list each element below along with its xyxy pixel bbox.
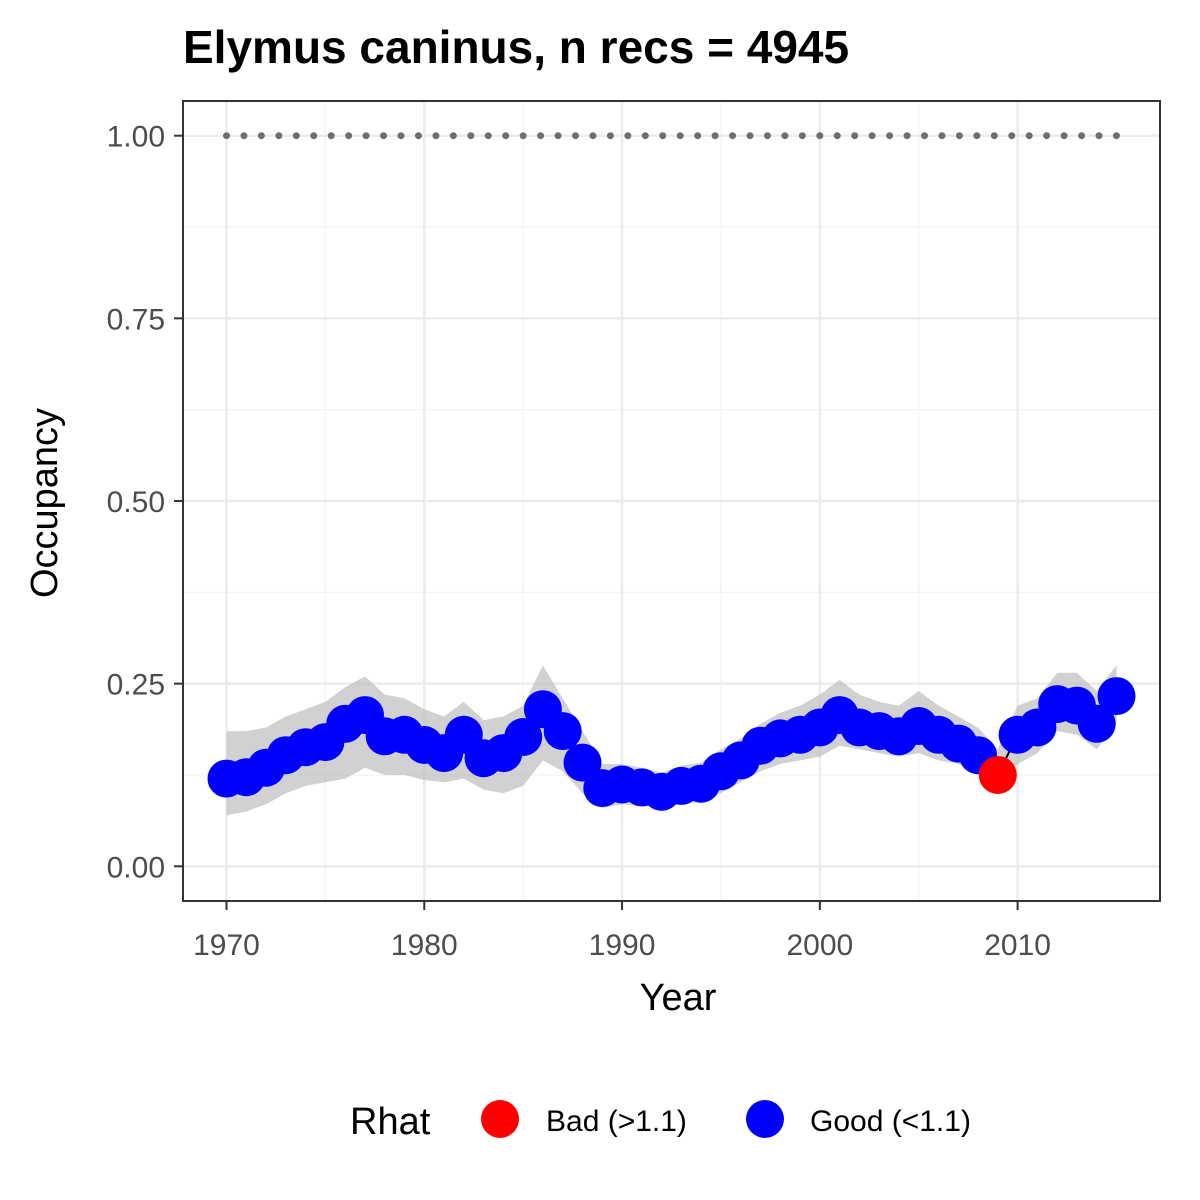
data-point-good <box>1077 704 1116 743</box>
data-point-good <box>504 718 543 756</box>
confidence-ribbon <box>226 665 1117 816</box>
data-point-bad <box>978 756 1017 794</box>
x-tick-label: 2000 <box>786 929 853 962</box>
confidence-ribbon-layer <box>226 665 1117 816</box>
legend-key-good <box>746 1100 784 1138</box>
y-tick-label: 0.00 <box>107 851 165 884</box>
legend-label-bad: Bad (>1.1) <box>546 1105 687 1138</box>
y-tick-label: 0.75 <box>107 303 165 336</box>
x-tick-label: 2010 <box>984 929 1051 962</box>
data-point-good <box>563 743 602 782</box>
chart-title: Elymus caninus, n recs = 4945 <box>183 21 849 73</box>
x-axis: 1970 1980 1990 2000 2010 <box>193 901 1051 962</box>
x-tick-label: 1970 <box>193 929 260 962</box>
x-axis-title: Year <box>640 977 717 1019</box>
data-point-good <box>1097 677 1136 716</box>
y-tick-label: 1.00 <box>107 121 165 154</box>
data-point-good <box>543 712 582 751</box>
legend-label-good: Good (<1.1) <box>810 1105 971 1138</box>
legend-key-bad <box>481 1100 519 1138</box>
y-axis: 0.00 0.25 0.50 0.75 1.00 <box>107 121 183 884</box>
data-points-layer <box>207 677 1136 811</box>
legend-title: Rhat <box>350 1101 431 1143</box>
y-axis-title: Occupancy <box>24 408 66 598</box>
y-tick-label: 0.50 <box>107 486 165 519</box>
x-tick-label: 1990 <box>589 929 656 962</box>
y-tick-label: 0.25 <box>107 669 165 702</box>
legend: Rhat Bad (>1.1) Good (<1.1) <box>350 1100 971 1143</box>
x-tick-label: 1980 <box>391 929 458 962</box>
